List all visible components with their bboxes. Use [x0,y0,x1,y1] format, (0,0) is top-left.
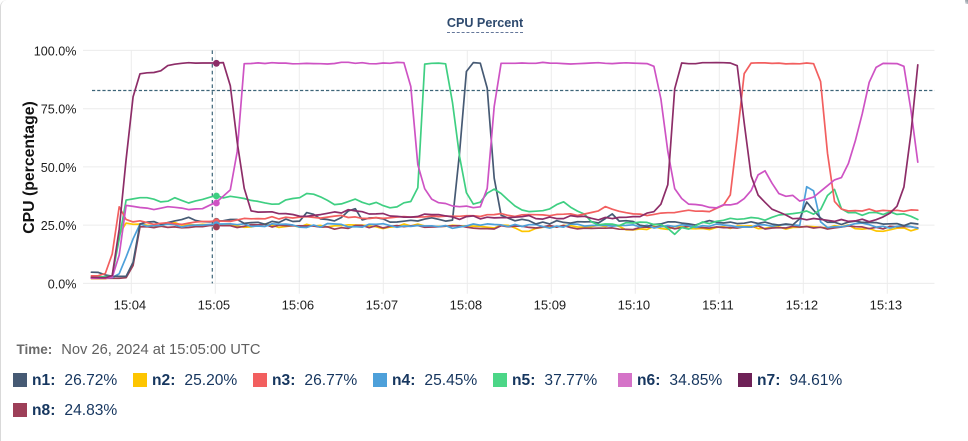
svg-text:0.0%: 0.0% [48,277,77,291]
svg-text:15:09: 15:09 [534,297,567,312]
svg-text:25.0%: 25.0% [41,219,77,233]
svg-text:15:05: 15:05 [198,297,231,312]
svg-text:15:08: 15:08 [450,297,483,312]
svg-text:100.0%: 100.0% [34,44,77,58]
svg-text:15:06: 15:06 [282,297,315,312]
svg-text:15:11: 15:11 [702,297,734,312]
svg-text:CPU (percentage): CPU (percentage) [21,101,38,234]
svg-text:15:07: 15:07 [366,297,399,312]
svg-text:15:04: 15:04 [114,297,147,312]
svg-text:15:10: 15:10 [618,297,651,312]
svg-text:15:13: 15:13 [870,297,903,312]
svg-text:50.0%: 50.0% [41,161,77,175]
svg-text:15:12: 15:12 [786,297,819,312]
svg-text:75.0%: 75.0% [41,103,77,117]
